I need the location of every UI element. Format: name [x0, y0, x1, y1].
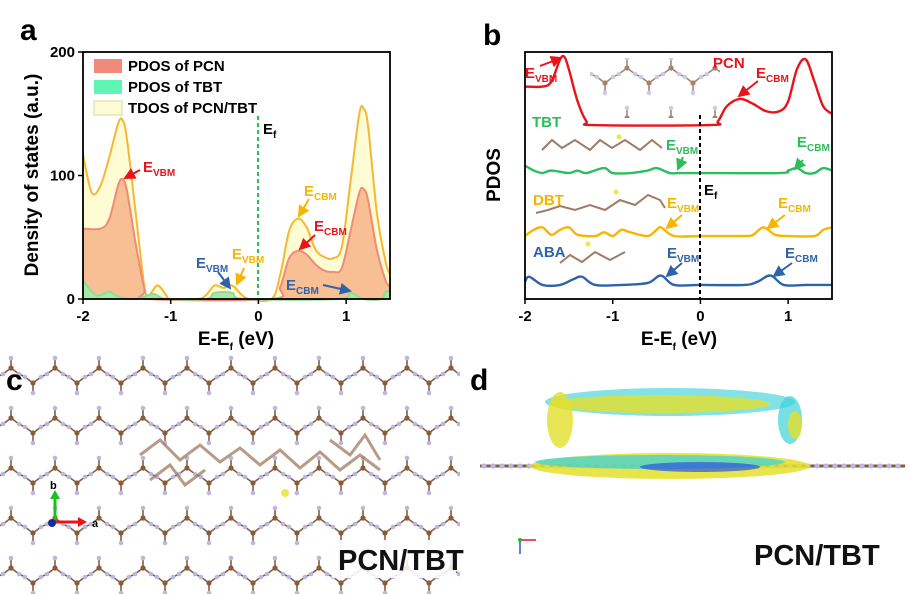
legend-swatch-pcn	[94, 59, 122, 73]
atom-dot	[886, 463, 892, 469]
series-label-tbt: TBT	[532, 114, 561, 131]
series-label-pcn: PCN	[713, 55, 745, 72]
panel-b: b Ef -2 -1 0 1 E-Ef (eV) PDOS PCN TBT DBT A…	[483, 19, 833, 353]
line-tdos-of-pcn-tbt	[82, 104, 391, 303]
annotation-vbm-aba-b: EVBM	[667, 245, 699, 265]
x-tick-label: -2	[518, 308, 531, 325]
tbt-molecule-overlay	[139, 432, 382, 497]
atom-dot	[859, 463, 865, 469]
atom-dot	[868, 463, 874, 469]
line-pdos-of-pcn	[82, 177, 391, 302]
y-axis-label-a: Density of states (a.u.)	[22, 74, 43, 277]
panel-d-title: PCN/TBT	[754, 540, 880, 572]
atom-dot	[832, 463, 838, 469]
atom-dot	[814, 463, 820, 469]
fermi-label-a: Ef	[263, 121, 277, 141]
atom-dot	[481, 463, 487, 469]
annotation-cbm-tdos: ECBM	[304, 183, 337, 203]
x-tick-label: 0	[254, 308, 262, 325]
axis-a-label: a	[92, 518, 99, 530]
legend-swatch-tdos	[93, 100, 123, 116]
x-tick-label: 0	[696, 308, 704, 325]
fermi-label-b: Ef	[704, 182, 718, 202]
series-label-aba: ABA	[533, 244, 566, 261]
panel-c-title: PCN/TBT	[338, 545, 464, 577]
annotation-cbm-tbt-b: ECBM	[797, 134, 830, 154]
annotation-vbm-tdos: EVBM	[232, 246, 264, 266]
line-dbt	[524, 225, 833, 238]
panel-b-ticks: -2 -1 0 1	[518, 299, 792, 325]
annotation-vbm-tbt-b: EVBM	[666, 137, 698, 157]
x-tick-label: 1	[784, 308, 792, 325]
annotation-cbm-pcn-b: ECBM	[756, 65, 789, 85]
panel-a: a Ef -2 -1 0 1 0 100 200 E-Ef (eV) Density of …	[20, 14, 391, 353]
legend-label-tbt: PDOS of TBT	[128, 79, 222, 96]
axis-b-label: b	[50, 480, 57, 492]
x-tick-label: -2	[76, 308, 89, 325]
annotation-cbm-pcn: ECBM	[314, 218, 347, 238]
atom-dot	[517, 463, 523, 469]
y-tick-label: 0	[67, 291, 75, 308]
y-axis-label-b: PDOS	[484, 148, 505, 202]
annotation-cbm-tbt: ECBM	[286, 277, 319, 297]
atom-dot	[841, 463, 847, 469]
legend-label-pcn: PDOS of PCN	[128, 58, 225, 75]
panel-b-label: b	[483, 19, 501, 52]
panel-a-label: a	[20, 14, 37, 47]
panel-c: c b a PCN/TBT	[0, 355, 464, 594]
annotation-cbm-aba-b: ECBM	[785, 245, 818, 265]
area-tdos-of-pcn-tbt	[83, 105, 390, 302]
axis-triad-c: b a	[48, 480, 99, 530]
pcn-structure-inset	[590, 58, 720, 118]
x-tick-label: 1	[342, 308, 350, 325]
atom-dot	[499, 463, 505, 469]
legend-label-tdos: TDOS of PCN/TBT	[128, 100, 257, 117]
axes-frame-b	[524, 51, 833, 300]
atom-dot	[526, 463, 532, 469]
annotation-vbm-pcn: EVBM	[143, 159, 175, 179]
panel-c-label: c	[6, 364, 23, 397]
atom-dot	[877, 463, 883, 469]
x-axis-label-b: E-Ef (eV)	[641, 329, 717, 353]
annotation-vbm-dbt-b: EVBM	[667, 195, 699, 215]
x-axis-label-a: E-Ef (eV)	[198, 329, 274, 353]
atom-dot	[895, 463, 901, 469]
panel-a-ticks: -2 -1 0 1 0 100 200	[50, 44, 350, 325]
y-tick-label: 100	[50, 168, 75, 185]
atom-dot	[850, 463, 856, 469]
series-label-dbt: DBT	[533, 192, 564, 209]
panel-d-label: d	[470, 364, 488, 397]
y-tick-label: 200	[50, 44, 75, 61]
annotation-cbm-dbt-b: ECBM	[778, 195, 811, 215]
molecule-insets	[535, 134, 666, 264]
line-aba	[523, 274, 832, 287]
area-pdos-of-pcn	[83, 178, 390, 301]
x-tick-label: -1	[164, 308, 177, 325]
charge-density-image	[480, 388, 905, 479]
annotations-a: EVBM EVBM EVBM ECBM ECBM ECBM	[123, 159, 352, 297]
annotation-vbm-pcn-b: EVBM	[525, 65, 557, 85]
legend-swatch-tbt	[94, 80, 122, 94]
x-tick-label: -1	[606, 308, 619, 325]
atom-dot	[508, 463, 514, 469]
atom-dot	[823, 463, 829, 469]
panel-d: d PCN/TBT	[470, 364, 905, 572]
panel-a-areas	[82, 104, 391, 303]
atom-dot	[490, 463, 496, 469]
axis-triad-d	[518, 538, 536, 554]
legend-a: PDOS of PCN PDOS of TBT TDOS of PCN/TBT	[93, 58, 257, 117]
annotations-b: EVBM ECBM EVBM ECBM EVBM ECBM EVBM ECBM	[525, 55, 830, 278]
annotation-vbm-tbt: EVBM	[196, 255, 228, 275]
